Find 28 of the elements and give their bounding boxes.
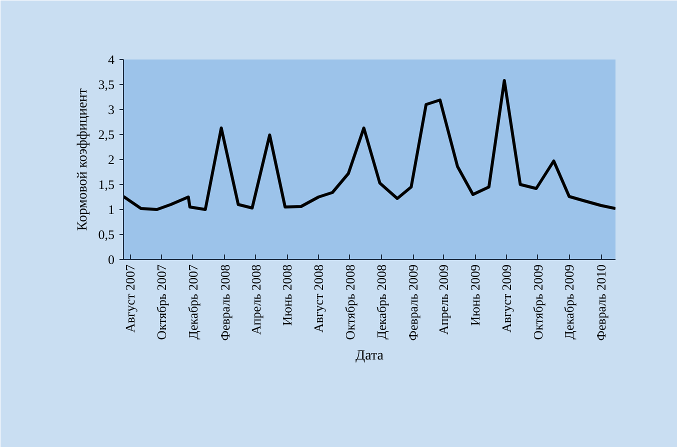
- y-tick-label: 0,5: [98, 227, 114, 242]
- y-tick-label: 1: [108, 202, 114, 217]
- x-tick-label: Декабрь 2008: [374, 264, 389, 340]
- x-tick-label: Декабрь 2009: [562, 264, 577, 340]
- x-tick-label: Август 2009: [498, 264, 514, 333]
- y-tick-label: 0: [108, 252, 114, 267]
- x-tick-label: Апрель 2008: [248, 264, 264, 335]
- y-tick-label: 2,5: [98, 127, 114, 142]
- x-tick-label: Апрель 2009: [436, 264, 452, 335]
- y-tick-label: 3,5: [98, 77, 114, 92]
- x-axis-title: Дата: [356, 348, 384, 364]
- x-tick-label: Декабрь 2007: [185, 264, 200, 340]
- y-axis-title: Кормовой коэффициент: [75, 88, 90, 231]
- y-tick-label: 4: [108, 52, 115, 67]
- x-tick-label: Февраль 2009: [406, 264, 421, 341]
- y-tick-label: 2: [108, 152, 114, 167]
- y-tick-label: 1,5: [98, 177, 114, 192]
- y-tick-label: 3: [108, 102, 114, 117]
- x-tick-label: Июнь 2008: [280, 264, 295, 326]
- x-tick-label: Август 2007: [122, 264, 138, 333]
- x-tick-label: Октябрь 2007: [154, 264, 170, 340]
- x-tick-label: Октябрь 2009: [530, 264, 546, 340]
- x-tick-label: Август 2008: [311, 264, 326, 333]
- x-tick-label: Февраль 2010: [594, 264, 609, 341]
- x-tick-label: Октябрь 2008: [342, 264, 358, 340]
- x-tick-label: Февраль 2008: [217, 264, 232, 341]
- x-tick-label: Июнь 2009: [468, 264, 482, 326]
- line-series: [124, 79, 616, 211]
